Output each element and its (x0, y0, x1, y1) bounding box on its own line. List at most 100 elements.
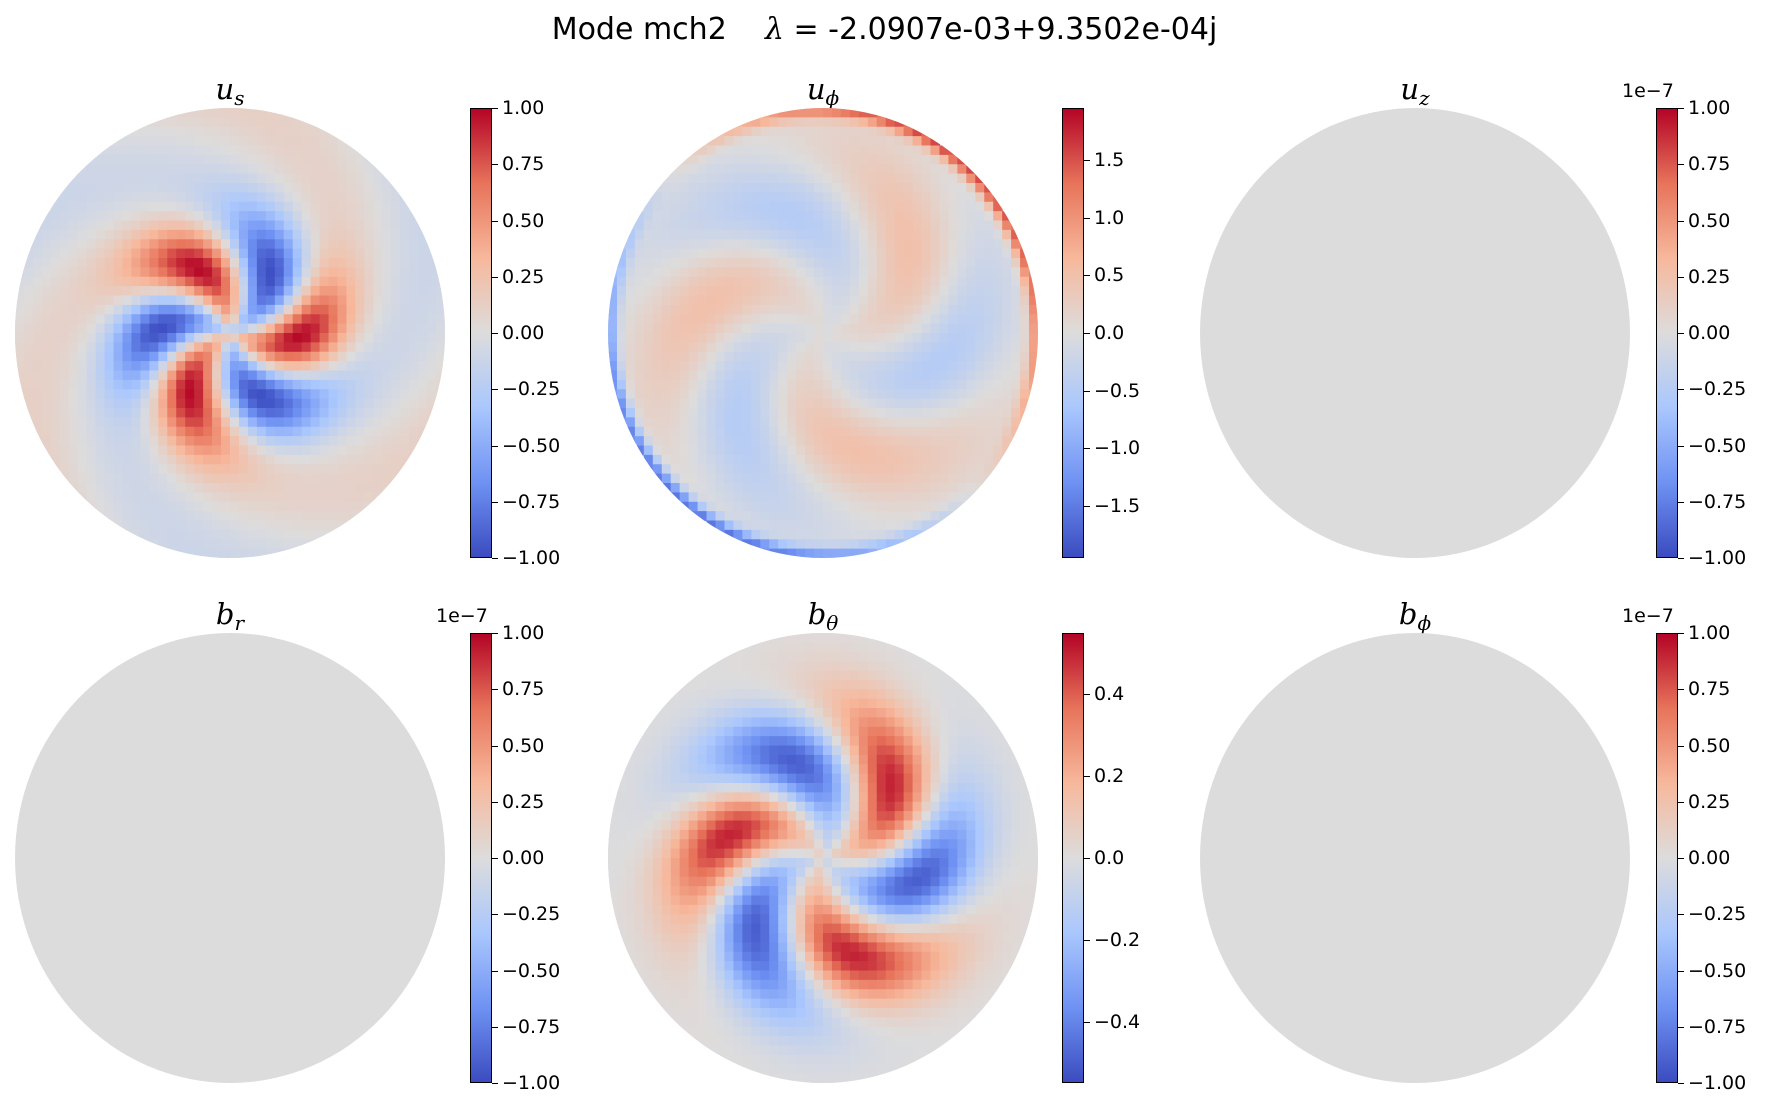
heatmap-cell (167, 417, 177, 428)
heatmap-cell (805, 726, 815, 737)
heatmap-cell (212, 417, 222, 428)
heatmap-cell (140, 351, 150, 362)
heatmap-cell (1011, 389, 1021, 400)
heatmap-cell (212, 154, 222, 165)
heatmap-cell (185, 323, 195, 334)
heatmap-cell (733, 642, 743, 653)
heatmap-cell (50, 398, 61, 409)
heatmap-cell (670, 858, 681, 868)
heatmap-cell (760, 342, 770, 353)
heatmap-cell (724, 661, 735, 672)
heatmap-cell (23, 286, 34, 297)
heatmap-cell (256, 436, 267, 447)
heatmap-cell (32, 417, 43, 428)
heatmap-cell (688, 970, 699, 981)
heatmap-cell (32, 426, 43, 437)
heatmap-cell (643, 914, 654, 925)
heatmap-cell (661, 773, 672, 784)
colorbar-tick-label: −0.75 (1688, 490, 1747, 513)
heatmap-cell (867, 389, 878, 400)
heatmap-cell (733, 764, 743, 775)
heatmap-cell (993, 220, 1003, 231)
heatmap-cell (948, 229, 958, 240)
heatmap-cell (715, 839, 726, 850)
heatmap-cell (867, 267, 878, 278)
heatmap-cell (104, 454, 115, 465)
heatmap-cell (292, 183, 303, 193)
heatmap-cell (319, 286, 330, 297)
heatmap-cell (993, 389, 1003, 400)
heatmap-cell (814, 445, 824, 456)
heatmap-cell (86, 379, 97, 390)
heatmap-cell (778, 511, 788, 522)
heatmap-cell (805, 923, 815, 934)
heatmap-cell (814, 426, 824, 437)
heatmap-cell (23, 342, 34, 353)
heatmap-cell (212, 323, 222, 334)
heatmap-cell (679, 492, 690, 503)
heatmap-cell (814, 220, 824, 231)
heatmap-cell (158, 408, 168, 418)
heatmap-cell (670, 895, 681, 906)
heatmap-cell (149, 342, 159, 353)
heatmap-cell (912, 183, 923, 193)
heatmap-cell (59, 361, 70, 372)
colorbar-tick-label: −0.50 (502, 434, 561, 457)
heatmap-disk-2 (1200, 108, 1630, 558)
heatmap-cell (823, 276, 833, 287)
heatmap-cell (158, 370, 168, 381)
heatmap-cell (400, 464, 410, 475)
heatmap-cell (814, 942, 824, 953)
heatmap-cell (823, 670, 833, 681)
heatmap-cell (221, 229, 231, 240)
heatmap-cell (778, 473, 788, 484)
heatmap-cell (50, 258, 61, 268)
heatmap-cell (805, 820, 815, 831)
heatmap-cell (95, 389, 106, 400)
heatmap-cell (787, 679, 797, 690)
heatmap-cell (265, 342, 276, 353)
heatmap-cell (140, 492, 150, 503)
heatmap-cell (230, 473, 240, 484)
heatmap-cell (194, 258, 204, 268)
heatmap-cell (346, 314, 357, 325)
heatmap-cell (751, 642, 761, 653)
heatmap-cell (346, 145, 357, 156)
heatmap-cell (77, 454, 88, 465)
heatmap-cell (328, 136, 339, 147)
heatmap-cell (122, 370, 133, 381)
heatmap-cell (939, 464, 950, 475)
heatmap-cell (885, 267, 896, 278)
heatmap-cell (265, 408, 276, 418)
heatmap-cell (355, 454, 365, 465)
heatmap-cell (608, 867, 618, 878)
heatmap-cell (939, 389, 950, 400)
heatmap-cell (41, 408, 52, 418)
colorbar-tickmark (1678, 445, 1684, 447)
heatmap-cell (391, 239, 401, 250)
heatmap-cell (679, 811, 690, 822)
heatmap-cell (122, 220, 133, 231)
heatmap-cell (858, 520, 869, 531)
heatmap-cell (274, 267, 285, 278)
heatmap-cell (948, 483, 958, 493)
heatmap-cell (68, 323, 79, 334)
heatmap-cell (292, 454, 303, 465)
heatmap-cell (814, 979, 824, 990)
heatmap-cell (831, 389, 842, 400)
heatmap-cell (840, 951, 851, 962)
heatmap-cell (796, 351, 806, 362)
heatmap-cell (301, 539, 312, 550)
heatmap-cell (823, 914, 833, 925)
heatmap-cell (310, 154, 321, 165)
heatmap-cell (706, 211, 717, 222)
heatmap-cell (122, 501, 133, 512)
heatmap-cell (823, 1026, 833, 1037)
heatmap-cell (32, 220, 43, 231)
heatmap-cell (876, 370, 887, 381)
heatmap-cell (948, 370, 958, 381)
heatmap-cell (715, 529, 726, 540)
heatmap-cell (706, 717, 717, 728)
heatmap-cell (77, 229, 88, 240)
heatmap-cell (661, 867, 672, 878)
